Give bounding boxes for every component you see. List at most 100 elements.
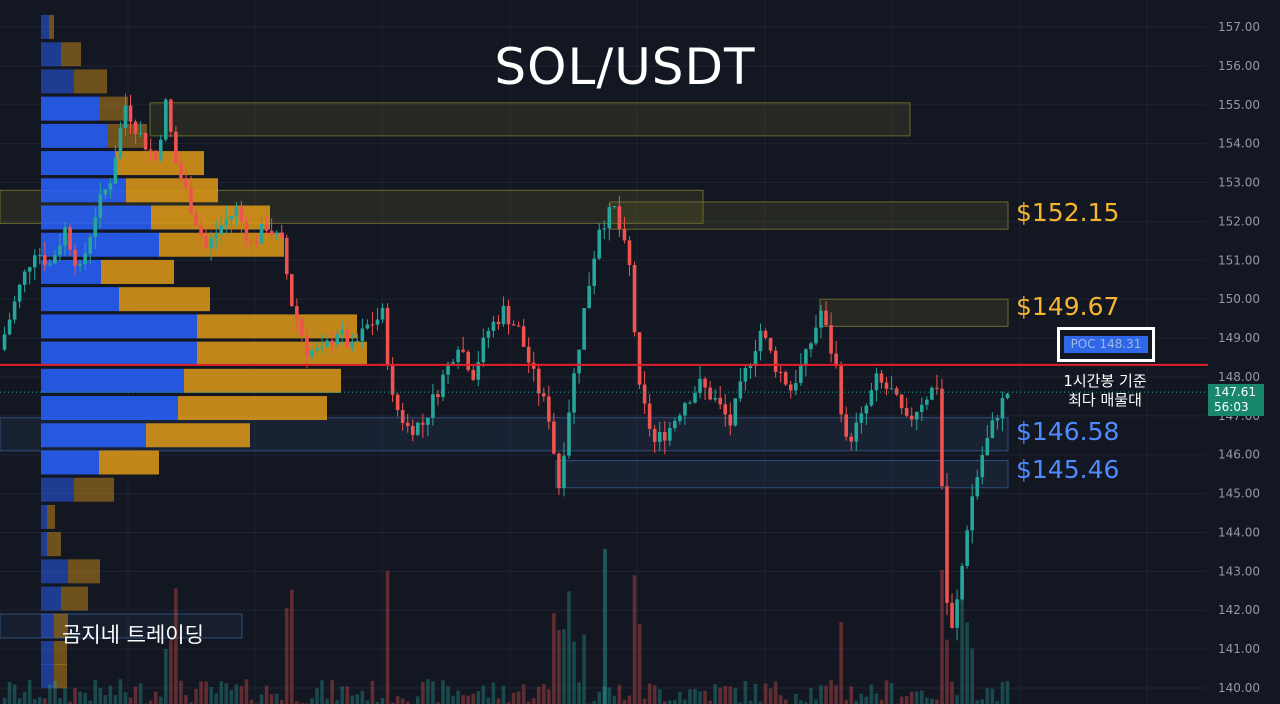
volume-bar [138,683,143,704]
volume-bar [728,686,733,704]
volume-bar [748,700,753,704]
volume-bar [108,685,113,704]
volume-profile-buy-bar [41,450,99,475]
candle-body [814,327,818,344]
volume-bar [68,701,72,704]
volume-bar [839,621,843,704]
volume-bar [879,699,884,704]
volume-profile-buy-bar [41,664,54,689]
candle-body [416,422,420,435]
candle-body [733,398,738,426]
volume-profile-sell-bar [178,396,327,421]
candle-body [290,274,294,307]
watermark: 곰지네 트레이딩 [62,623,204,647]
candle-body [743,368,748,382]
candle-body [239,207,244,222]
volume-profile-buy-bar [41,423,146,448]
volume-profile-sell-bar [74,477,114,502]
volume-bar [844,700,848,704]
candle-body [295,306,299,320]
candle-body [259,223,264,244]
volume-bar [103,695,108,704]
candle-body [688,402,692,404]
volume-profile-sell-bar [47,532,61,557]
candle-body [400,409,405,423]
volume-profile-buy-bar [41,287,119,312]
volume-bar [849,686,854,704]
volume-bar [274,693,279,704]
volume-bar [970,648,974,704]
candle-body [597,229,602,259]
volume-bar [340,686,344,704]
candle-body [229,215,234,220]
candle-body [2,334,7,350]
candle-body [577,349,581,374]
candle-body [461,349,465,352]
candle-body [476,362,481,380]
volume-bar [562,629,566,704]
volume-bar [995,701,1000,704]
candle-body [320,346,324,349]
candle-body [274,232,279,236]
candle-body [683,403,687,416]
candle-body [824,310,828,326]
candle-body [713,397,717,400]
volume-bar [279,699,284,704]
volume-bar [345,686,350,704]
volume-profile-buy-bar [41,613,54,638]
candle-body [728,414,733,426]
volume-bar [703,690,707,704]
volume-bar [773,681,778,704]
volume-profile-sell-bar [119,287,210,312]
volume-bar [310,698,314,704]
volume-bar [123,692,128,704]
volume-profile-buy-bar [41,151,116,176]
candle-body [380,307,385,320]
candle-body [889,388,894,390]
candle-body [189,187,193,214]
candle-body [128,105,133,122]
volume-bar [708,700,712,704]
volume-bar [1005,680,1010,704]
candle-body [718,397,722,405]
volume-bar [370,680,375,704]
volume-bar [375,701,380,704]
volume-profile-sell-bar [54,613,68,638]
candle-body [254,241,259,244]
candle-body [22,271,27,285]
volume-bar [395,696,400,704]
volume-bar [925,697,929,704]
volume-bar [290,589,294,704]
candle-body [300,319,304,336]
y-axis-tick-label: 152.00 [1218,214,1260,228]
candle-body [829,325,833,354]
volume-bar [914,691,919,704]
resistance-level-label-2: $149.67 [1016,292,1120,321]
candle-body [43,255,47,265]
candle-body [864,405,869,414]
volume-bar [985,688,990,704]
volume-bar [360,690,365,704]
candle-body [642,384,647,404]
candle-body [506,305,511,325]
candle-body [138,133,143,135]
candle-body [920,404,924,412]
candle-body [985,437,990,456]
candle-body [405,422,410,426]
volume-bar [809,687,813,704]
support-level-label-2: $145.46 [1016,455,1120,484]
volume-profile-sell-bar [61,586,88,611]
candle-body [486,330,491,338]
volume-bar [7,682,12,704]
volume-bar [199,681,203,704]
candle-body [909,415,914,420]
volume-bar [12,684,17,704]
candle-body [879,373,884,383]
candle-body [93,217,98,238]
candle-body [592,258,596,286]
price-zone-support [555,460,1009,489]
volume-bar [234,684,239,704]
volume-bar [753,683,758,704]
candle-body [123,105,128,128]
volume-bar [536,686,541,704]
